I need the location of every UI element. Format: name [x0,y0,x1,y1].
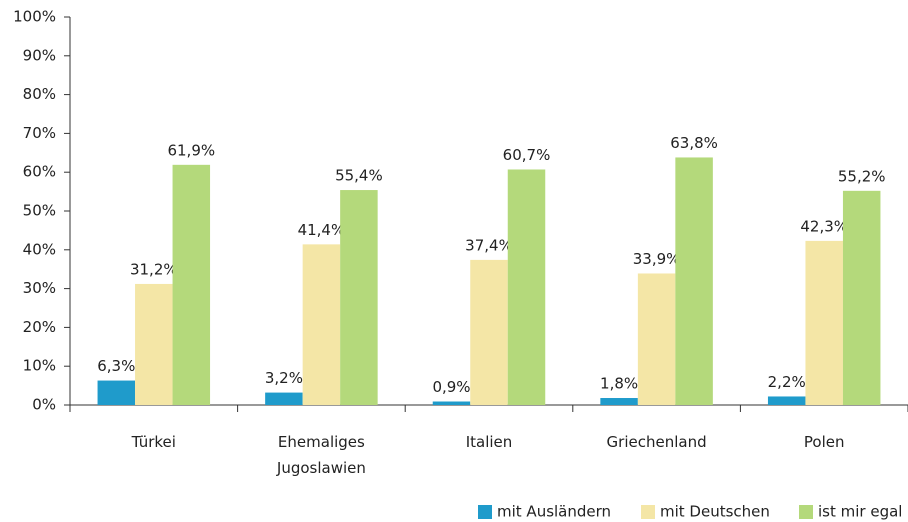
bar [675,157,713,405]
data-label: 63,8% [670,134,718,152]
data-label: 55,4% [335,167,383,185]
y-tick-label: 0% [32,396,56,414]
y-tick-label: 90% [23,46,56,64]
y-tick-label: 30% [23,279,56,297]
y-tick-label: 100% [13,8,56,26]
data-label: 42,3% [800,217,848,235]
y-tick-label: 70% [23,124,56,142]
data-label: 2,2% [768,373,806,391]
data-label: 33,9% [633,250,681,268]
x-tick-label: Türkei [131,433,176,451]
y-tick-label: 60% [23,163,56,181]
data-label: 61,9% [167,141,215,159]
x-tick-label: Griechenland [606,433,707,451]
legend-swatch [641,505,655,519]
legend-swatch [478,505,492,519]
y-tick-label: 80% [23,85,56,103]
bar [135,283,173,405]
legend-swatch [799,505,813,519]
data-label: 37,4% [465,236,513,254]
bar [507,169,546,405]
data-label: 60,7% [503,146,551,164]
legend-label: mit Deutschen [660,503,770,521]
bar [97,380,136,405]
bar [302,244,341,405]
y-tick-label: 50% [23,202,56,220]
y-tick-label: 40% [23,240,56,258]
y-tick-label: 20% [23,318,56,336]
bar [600,398,638,405]
x-tick-label: Italien [465,433,513,451]
legend-label: ist mir egal [818,503,902,521]
x-tick-label: Ehemaliges Jugoslawien [276,433,366,477]
bar [767,396,806,405]
bar [470,259,508,405]
y-tick-label: 10% [23,357,56,375]
data-label: 3,2% [265,369,303,387]
bar [805,240,843,405]
bar [842,190,881,405]
bar [340,190,378,405]
data-label: 1,8% [600,375,638,393]
data-label: 6,3% [97,357,135,375]
legend-label: mit Ausländern [497,503,611,521]
data-label: 41,4% [298,221,346,239]
x-tick-label: Polen [803,433,845,451]
bar [432,401,471,405]
bar [265,392,303,405]
bar [172,164,211,405]
data-label: 0,9% [432,378,470,396]
data-label: 31,2% [130,260,178,278]
data-label: 55,2% [838,167,886,185]
bar [637,273,676,405]
